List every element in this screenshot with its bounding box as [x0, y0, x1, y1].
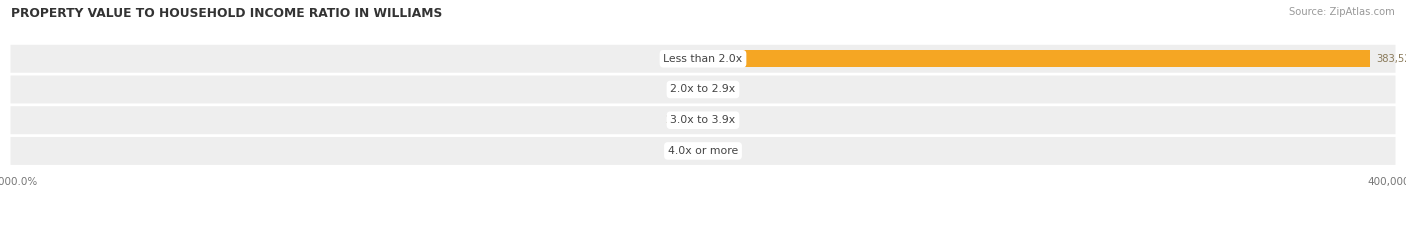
FancyBboxPatch shape: [10, 45, 1396, 73]
Text: 4.0x or more: 4.0x or more: [668, 146, 738, 156]
Text: 11.1%: 11.1%: [665, 146, 697, 156]
Text: 3.0x to 3.9x: 3.0x to 3.9x: [671, 115, 735, 125]
Text: 81.8%: 81.8%: [709, 85, 740, 95]
Text: 4.6%: 4.6%: [709, 146, 734, 156]
Text: 48.2%: 48.2%: [666, 54, 697, 64]
FancyBboxPatch shape: [10, 106, 1396, 134]
Text: 25.9%: 25.9%: [665, 115, 697, 125]
Bar: [703, 50, 1371, 67]
Text: PROPERTY VALUE TO HOUSEHOLD INCOME RATIO IN WILLIAMS: PROPERTY VALUE TO HOUSEHOLD INCOME RATIO…: [11, 7, 443, 20]
Text: 14.8%: 14.8%: [666, 85, 697, 95]
Text: Less than 2.0x: Less than 2.0x: [664, 54, 742, 64]
Text: 383,522.7%: 383,522.7%: [1376, 54, 1406, 64]
Text: Source: ZipAtlas.com: Source: ZipAtlas.com: [1289, 7, 1395, 17]
FancyBboxPatch shape: [10, 137, 1396, 165]
Text: 2.0x to 2.9x: 2.0x to 2.9x: [671, 85, 735, 95]
Text: 4.6%: 4.6%: [709, 115, 734, 125]
FancyBboxPatch shape: [10, 75, 1396, 103]
